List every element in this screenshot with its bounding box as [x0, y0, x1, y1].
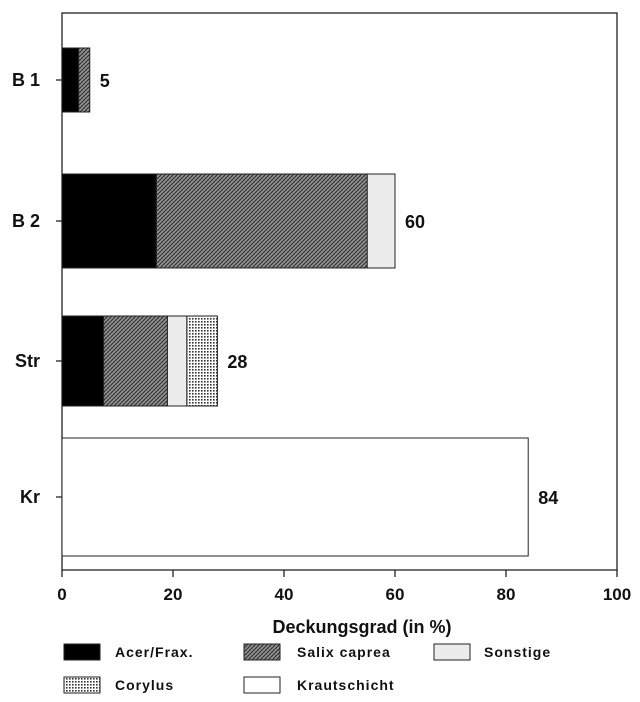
plot-frame: [61, 12, 618, 571]
x-tick-label: 40: [275, 585, 294, 604]
x-tick-label: 60: [386, 585, 405, 604]
x-axis-label: Deckungsgrad (in %): [272, 617, 451, 637]
bar-segment: [366, 173, 396, 269]
bar-segment: [61, 47, 80, 113]
legend-label: Salix caprea: [297, 644, 391, 660]
x-tick-label: 100: [603, 585, 631, 604]
x-tick-label: 0: [57, 585, 66, 604]
total-labels: 5 60 28 84: [100, 71, 558, 508]
legend-label: Sonstige: [484, 644, 551, 660]
legend-swatch: [243, 676, 281, 694]
bar-segment: [61, 173, 157, 269]
bar-segment: [61, 437, 529, 557]
legend-swatch: [63, 643, 101, 661]
bar-segment: [78, 47, 91, 113]
legend-label: Krautschicht: [297, 677, 395, 693]
x-axis: 0 20 40 60 80 100: [57, 570, 631, 604]
bar-segment: [166, 315, 188, 407]
category-label: B 1: [12, 70, 40, 90]
total-value-label: 84: [538, 488, 558, 508]
legend-swatch: [433, 643, 471, 661]
x-tick-label: 20: [164, 585, 183, 604]
category-label: B 2: [12, 211, 40, 231]
total-value-label: 5: [100, 71, 110, 91]
x-tick-label: 80: [497, 585, 516, 604]
category-label: Str: [15, 351, 40, 371]
legend-label: Acer/Frax.: [115, 644, 193, 660]
legend-label: Corylus: [115, 677, 174, 693]
y-axis: B 1 B 2 Str Kr: [12, 70, 62, 507]
bar-segment: [103, 315, 168, 407]
total-value-label: 60: [405, 212, 425, 232]
legend-swatch: [63, 676, 101, 694]
bar-segment: [61, 315, 105, 407]
total-value-label: 28: [227, 352, 247, 372]
legend: Acer/Frax. Salix caprea Sonstige Corylus Kra…: [63, 643, 551, 694]
bar-segment: [155, 173, 368, 269]
legend-swatch: [243, 643, 281, 661]
category-label: Kr: [20, 487, 40, 507]
bar-segment: [186, 315, 218, 407]
bars: [61, 47, 529, 557]
